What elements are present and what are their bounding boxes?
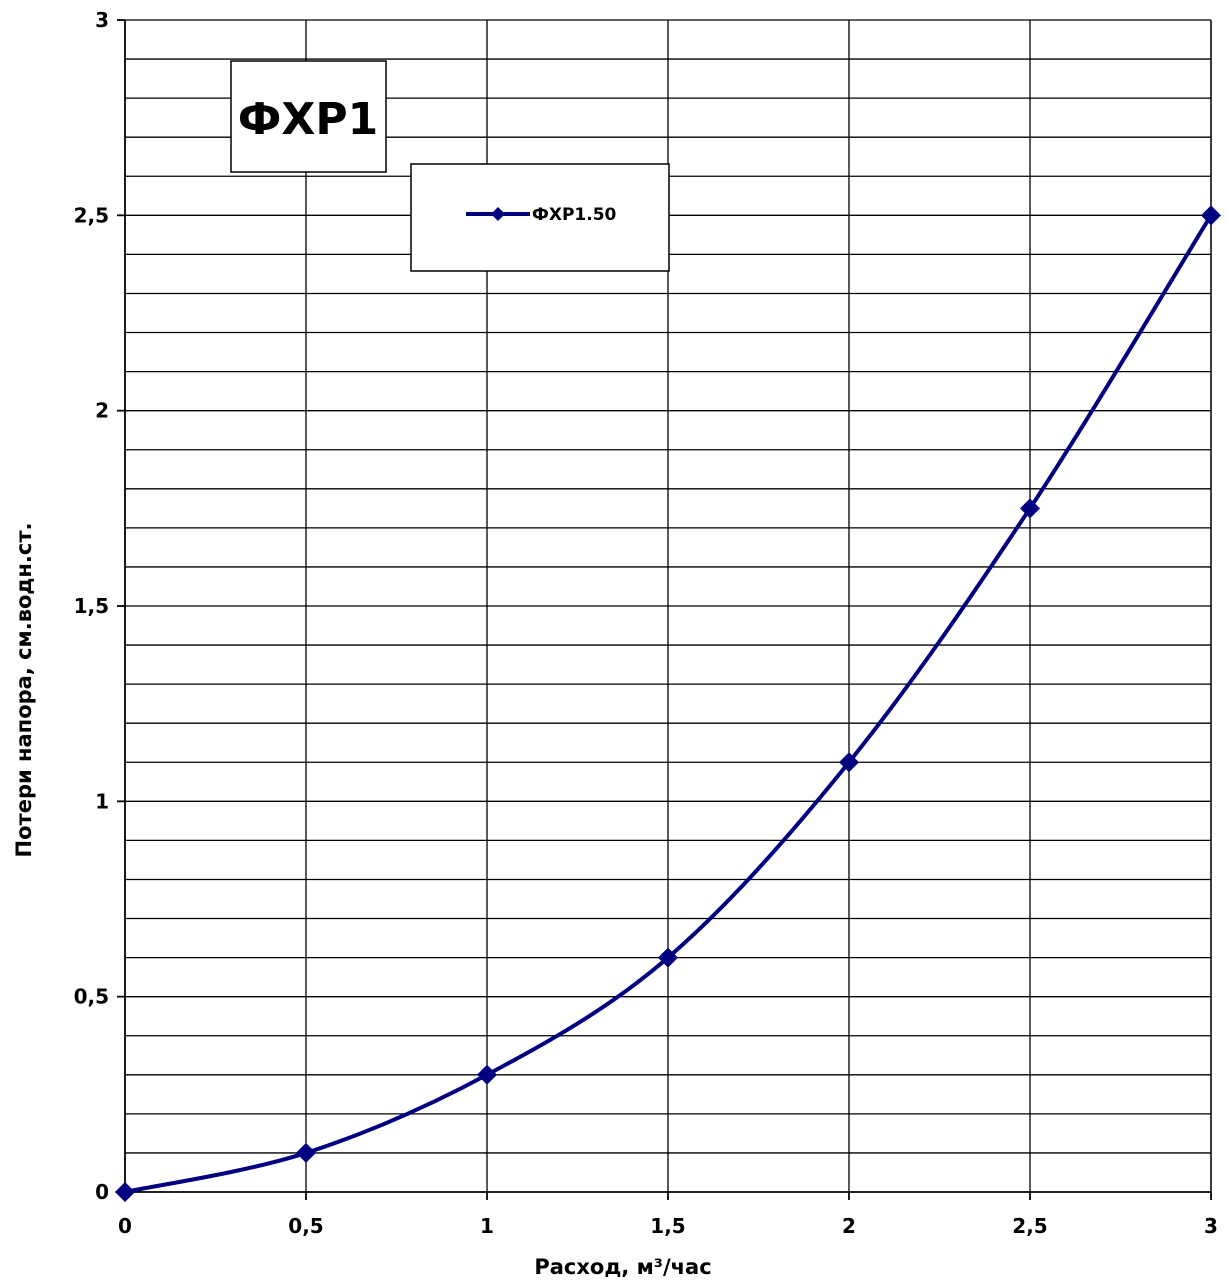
title-box-frame xyxy=(230,60,387,173)
x-tick-label: 2,5 xyxy=(1012,1214,1047,1238)
x-tick-label: 0,5 xyxy=(288,1214,323,1238)
y-tick-label: 2,5 xyxy=(74,203,109,227)
data-point-marker xyxy=(477,1064,497,1085)
series-layer xyxy=(115,205,1221,1202)
tick-labels: 0 0,5 1 1,5 2 2,5 3 0 0,5 1 1,5 2 2,5 3 xyxy=(74,8,1218,1238)
x-tick-label: 1,5 xyxy=(650,1214,685,1238)
legend-entry-label: ФХР1.50 xyxy=(532,205,617,225)
data-point-marker xyxy=(658,947,678,968)
legend-marker-swatch xyxy=(491,207,505,221)
series-line xyxy=(124,214,1213,1194)
data-point-marker xyxy=(115,1182,135,1202)
data-point-marker xyxy=(839,752,859,773)
x-tick-label: 1 xyxy=(480,1214,494,1238)
x-tick-label: 3 xyxy=(1204,1214,1218,1238)
legend: ФХР1.50 xyxy=(410,163,670,272)
y-tick-label: 0 xyxy=(95,1180,109,1204)
y-tick-label: 1 xyxy=(95,789,109,813)
y-tick-label: 1,5 xyxy=(74,594,109,618)
y-tick-label: 3 xyxy=(95,8,109,32)
title-box: ФХР1 xyxy=(230,60,387,173)
chart-title: ФХР1 xyxy=(238,94,378,145)
data-point-marker xyxy=(1201,205,1221,226)
legend-frame xyxy=(410,163,670,272)
y-tick-label: 0,5 xyxy=(74,985,109,1009)
y-axis-title: Потери напора, см.водн.ст. xyxy=(12,523,36,858)
y-tick-label: 2 xyxy=(95,399,109,423)
data-point-marker xyxy=(296,1142,316,1163)
x-tick-label: 2 xyxy=(842,1214,856,1238)
x-tick-label: 0 xyxy=(118,1214,132,1238)
x-axis-title: Расход, м³/час xyxy=(534,1255,711,1279)
data-point-marker xyxy=(1020,498,1040,519)
